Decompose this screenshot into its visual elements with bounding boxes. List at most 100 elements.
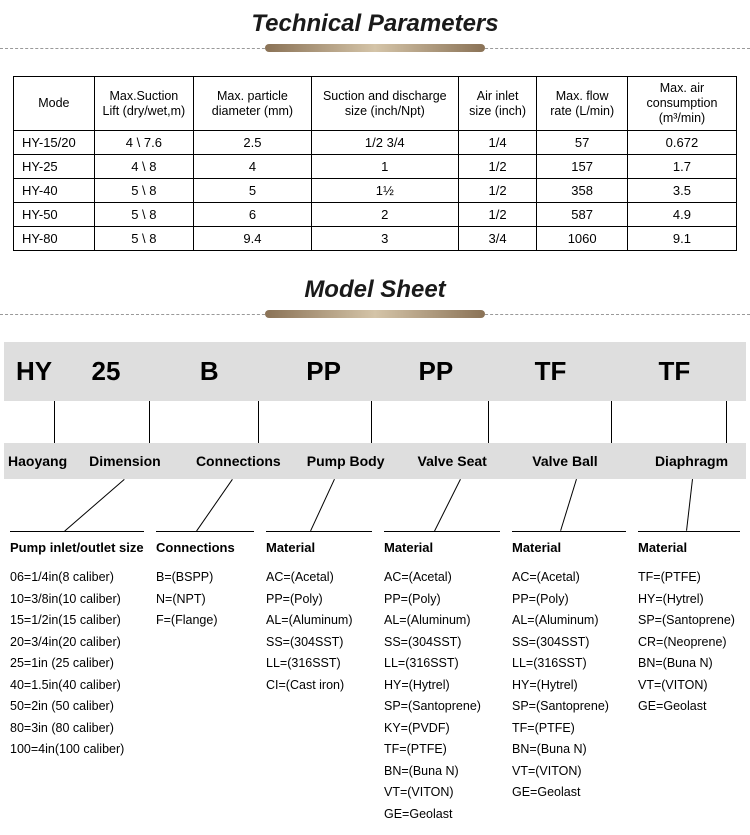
table-cell: 1.7 — [627, 155, 736, 179]
table-cell: HY-50 — [14, 203, 95, 227]
detail-item: SS=(304SST) — [384, 632, 500, 654]
detail-item: F=(Flange) — [156, 610, 254, 632]
table-cell: 5 \ 8 — [94, 203, 193, 227]
detail-item: 25=1in (25 caliber) — [10, 653, 144, 675]
detail-item: LL=(316SST) — [384, 653, 500, 675]
connector-lines-1 — [4, 401, 746, 443]
detail-item: LL=(316SST) — [512, 653, 626, 675]
detail-column: ConnectionsB=(BSPP)N=(NPT)F=(Flange) — [150, 531, 260, 835]
detail-column-header: Connections — [156, 531, 254, 567]
detail-item: KY=(PVDF) — [384, 718, 500, 740]
table-cell: 5 — [194, 179, 312, 203]
detail-column-header: Material — [638, 531, 740, 567]
model-code-cell: TF — [535, 356, 659, 387]
table-cell: HY-40 — [14, 179, 95, 203]
detail-item: TF=(PTFE) — [384, 739, 500, 761]
technical-params-table: ModeMax.Suction Lift (dry/wet,m)Max. par… — [13, 76, 737, 251]
table-cell: 3/4 — [458, 227, 537, 251]
table-row: HY-15/204 \ 7.62.51/2 3/41/4570.672 — [14, 131, 737, 155]
table-header-cell: Max. particle diameter (mm) — [194, 77, 312, 131]
detail-item: HY=(Hytrel) — [512, 675, 626, 697]
table-header-cell: Mode — [14, 77, 95, 131]
detail-item: LL=(316SST) — [266, 653, 372, 675]
table-cell: 2.5 — [194, 131, 312, 155]
table-cell: 9.4 — [194, 227, 312, 251]
detail-item: HY=(Hytrel) — [638, 589, 740, 611]
detail-item: CR=(Neoprene) — [638, 632, 740, 654]
detail-columns-row: Pump inlet/outlet size06=1/4in(8 caliber… — [4, 531, 746, 835]
detail-item: N=(NPT) — [156, 589, 254, 611]
detail-item: SS=(304SST) — [512, 632, 626, 654]
detail-item: HY=(Hytrel) — [384, 675, 500, 697]
detail-item: VT=(VITON) — [512, 761, 626, 783]
table-cell: 9.1 — [627, 227, 736, 251]
model-code-row: HY25BPPPPTFTF — [4, 342, 746, 401]
detail-item: SP=(Santoprene) — [512, 696, 626, 718]
category-cell: Haoyang — [8, 453, 89, 469]
detail-item: 06=1/4in(8 caliber) — [10, 567, 144, 589]
detail-item: AL=(Aluminum) — [384, 610, 500, 632]
detail-item: AC=(Acetal) — [512, 567, 626, 589]
table-cell: 1 — [311, 155, 458, 179]
table-header-row: ModeMax.Suction Lift (dry/wet,m)Max. par… — [14, 77, 737, 131]
detail-item: PP=(Poly) — [384, 589, 500, 611]
table-header-cell: Max.Suction Lift (dry/wet,m) — [94, 77, 193, 131]
title-underline — [0, 40, 750, 56]
detail-item: GE=Geolast — [512, 782, 626, 804]
detail-item: SP=(Santoprene) — [384, 696, 500, 718]
detail-item: AL=(Aluminum) — [266, 610, 372, 632]
table-header-cell: Max. flow rate (L/min) — [537, 77, 628, 131]
table-cell: 4 — [194, 155, 312, 179]
table-cell: 1/4 — [458, 131, 537, 155]
table-cell: 0.672 — [627, 131, 736, 155]
table-cell: 587 — [537, 203, 628, 227]
detail-item: TF=(PTFE) — [638, 567, 740, 589]
model-code-cell: 25 — [91, 356, 199, 387]
table-cell: 157 — [537, 155, 628, 179]
detail-item: 50=2in (50 caliber) — [10, 696, 144, 718]
detail-item: SS=(304SST) — [266, 632, 372, 654]
table-cell: 3 — [311, 227, 458, 251]
category-cell: Diaphragm — [655, 453, 742, 469]
detail-item: SP=(Santoprene) — [638, 610, 740, 632]
detail-column: MaterialTF=(PTFE)HY=(Hytrel)SP=(Santopre… — [632, 531, 746, 835]
category-cell: Dimension — [89, 453, 196, 469]
table-cell: 1/2 — [458, 203, 537, 227]
table-header-cell: Air inlet size (inch) — [458, 77, 537, 131]
table-cell: 4 \ 8 — [94, 155, 193, 179]
section-title-model: Model Sheet — [0, 266, 750, 306]
table-cell: 1/2 — [458, 179, 537, 203]
detail-item: AL=(Aluminum) — [512, 610, 626, 632]
detail-column: MaterialAC=(Acetal)PP=(Poly)AL=(Aluminum… — [506, 531, 632, 835]
detail-item: GE=Geolast — [638, 696, 740, 718]
table-row: HY-505 \ 8621/25874.9 — [14, 203, 737, 227]
detail-column: MaterialAC=(Acetal)PP=(Poly)AL=(Aluminum… — [378, 531, 506, 835]
detail-item: BN=(Buna N) — [638, 653, 740, 675]
model-code-cell: PP — [419, 356, 535, 387]
table-cell: HY-25 — [14, 155, 95, 179]
model-code-cell: PP — [306, 356, 418, 387]
detail-column-header: Material — [512, 531, 626, 567]
detail-item: AC=(Acetal) — [384, 567, 500, 589]
detail-column: MaterialAC=(Acetal)PP=(Poly)AL=(Aluminum… — [260, 531, 378, 835]
detail-item: TF=(PTFE) — [512, 718, 626, 740]
detail-item: PP=(Poly) — [266, 589, 372, 611]
detail-item: GE=Geolast — [384, 804, 500, 826]
detail-item: 100=4in(100 caliber) — [10, 739, 144, 761]
table-row: HY-254 \ 8411/21571.7 — [14, 155, 737, 179]
category-cell: Valve Seat — [418, 453, 533, 469]
table-cell: 358 — [537, 179, 628, 203]
detail-item: 10=3/8in(10 caliber) — [10, 589, 144, 611]
table-cell: 3.5 — [627, 179, 736, 203]
connector-lines-2 — [4, 479, 746, 531]
table-cell: 6 — [194, 203, 312, 227]
category-cell: Connections — [196, 453, 307, 469]
category-cell: Pump Body — [307, 453, 418, 469]
section-title-technical: Technical Parameters — [0, 0, 750, 40]
table-cell: 57 — [537, 131, 628, 155]
detail-item: VT=(VITON) — [638, 675, 740, 697]
detail-item: AC=(Acetal) — [266, 567, 372, 589]
detail-item: B=(BSPP) — [156, 567, 254, 589]
category-cell: Valve Ball — [532, 453, 655, 469]
table-cell: 4 \ 7.6 — [94, 131, 193, 155]
